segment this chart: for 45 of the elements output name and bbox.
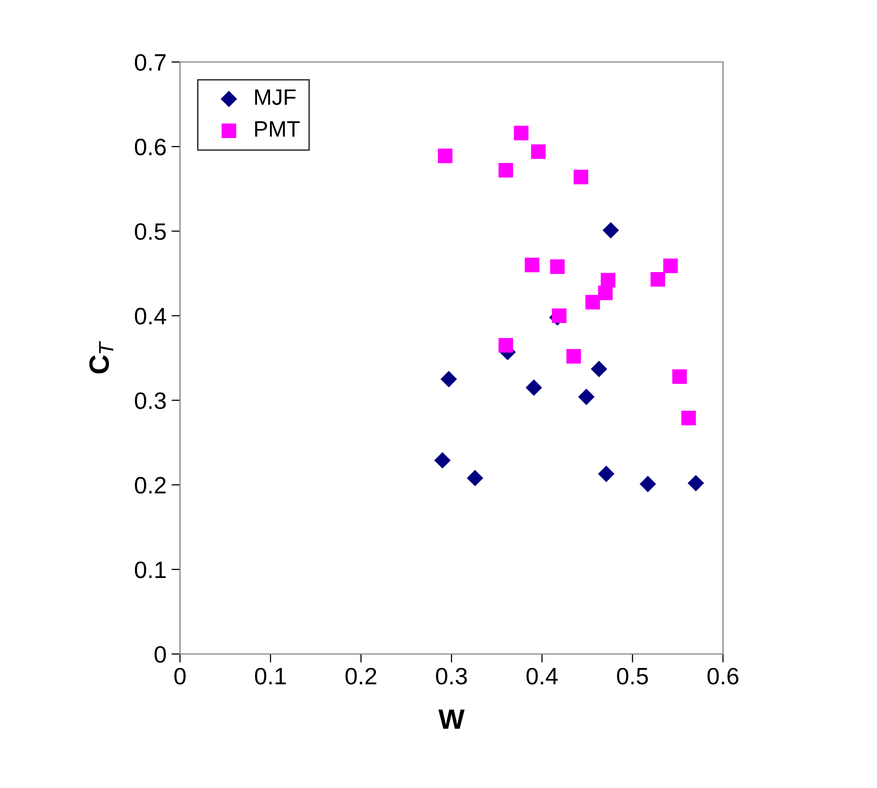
point	[566, 349, 581, 364]
x-tick-label: 0.5	[617, 668, 648, 685]
point	[514, 126, 528, 140]
point	[550, 259, 565, 274]
point	[526, 379, 542, 396]
point	[688, 474, 704, 492]
x-tick-label: 0.2	[346, 668, 376, 685]
y-tick-label: 0.7	[134, 54, 166, 71]
point	[498, 338, 514, 353]
point	[585, 294, 600, 310]
point	[650, 272, 666, 287]
x-tick-label: 0	[174, 668, 186, 685]
y-tick-label: 0.4	[134, 308, 166, 324]
point	[640, 476, 656, 492]
point	[438, 148, 452, 164]
y-tick-label: 0.3	[134, 392, 166, 410]
y-tick-label: 0.1	[134, 561, 166, 578]
point	[552, 308, 566, 323]
legend-label: PMT	[255, 121, 300, 137]
point	[598, 466, 614, 482]
point	[681, 410, 696, 426]
x-tick-label: 0.6	[708, 668, 738, 685]
point	[602, 222, 619, 239]
point	[600, 272, 616, 288]
point	[524, 258, 540, 272]
y-tick-label: 0	[154, 646, 166, 663]
point	[531, 144, 546, 159]
y-tick-label: 0.2	[134, 476, 166, 494]
point	[466, 470, 484, 486]
point	[440, 370, 457, 388]
point	[434, 452, 451, 469]
y-tick-label: 0.5	[134, 223, 166, 240]
x-axis-title: W	[438, 710, 465, 729]
point	[498, 162, 514, 178]
x-tick-label: 0.4	[526, 668, 558, 685]
point	[663, 258, 678, 274]
x-tick-label: 0.1	[255, 668, 286, 685]
point	[672, 369, 687, 384]
x-tick-label: 0.3	[436, 668, 467, 685]
point	[574, 170, 588, 184]
legend-label: MJF	[255, 89, 296, 105]
y-tick-label: 0.6	[134, 138, 166, 156]
point	[578, 388, 595, 406]
y-axis-title: C$_{T}$	[89, 341, 114, 374]
point	[590, 360, 608, 378]
